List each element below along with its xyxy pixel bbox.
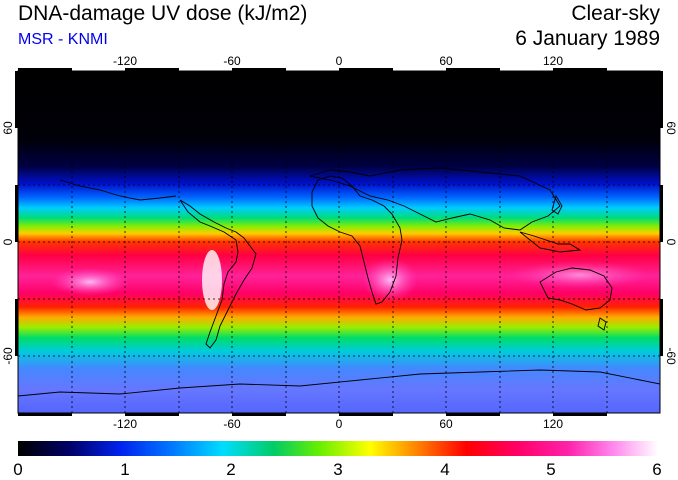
colorbar-label: 3 (333, 460, 342, 479)
lon-tick-top: -60 (223, 54, 241, 68)
lon-tick-bottom: -120 (113, 417, 137, 431)
lon-tick-top: 120 (543, 54, 563, 68)
lat-tick-right: 60 (664, 121, 678, 135)
lon-tick-bottom: 120 (543, 417, 563, 431)
colorbar (18, 441, 658, 456)
lon-tick-bottom: -60 (223, 417, 241, 431)
lat-tick-left: -60 (1, 347, 15, 365)
lat-ticks-right: 60 0 -60 (664, 121, 678, 365)
colorbar-label: 0 (13, 460, 22, 479)
lon-tick-top: 60 (439, 54, 453, 68)
colorbar-label: 6 (652, 460, 661, 479)
date-label: 6 January 1989 (515, 27, 660, 50)
lat-tick-left: 60 (1, 121, 15, 135)
coastlines (18, 167, 660, 397)
colorbar-label: 5 (546, 460, 555, 479)
colorbar-labels: 0 1 2 3 4 5 6 (13, 460, 661, 479)
colorbar-label: 2 (226, 460, 235, 479)
lon-tick-top: -120 (113, 54, 137, 68)
lon-tick-bottom: 60 (439, 417, 453, 431)
lat-ticks-left: 60 0 -60 (1, 121, 15, 365)
sky-condition-label: Clear-sky (571, 2, 660, 25)
lat-tick-right: -60 (664, 347, 678, 365)
data-source-label: MSR - KNMI (18, 31, 108, 48)
frame-scale-bars (15, 68, 663, 416)
lat-tick-left: 0 (1, 238, 15, 245)
colorbar-label: 1 (120, 460, 129, 479)
colorbar-label: 4 (440, 460, 449, 479)
graticule (18, 71, 660, 413)
chart-title: DNA-damage UV dose (kJ/m2) (18, 2, 308, 25)
lat-tick-right: 0 (664, 239, 678, 246)
lon-tick-bottom: 0 (336, 417, 343, 431)
lon-ticks-bottom: -120 -60 0 60 120 (113, 417, 563, 431)
lon-ticks-top: -120 -60 0 60 120 (113, 54, 563, 68)
lon-tick-top: 0 (336, 54, 343, 68)
